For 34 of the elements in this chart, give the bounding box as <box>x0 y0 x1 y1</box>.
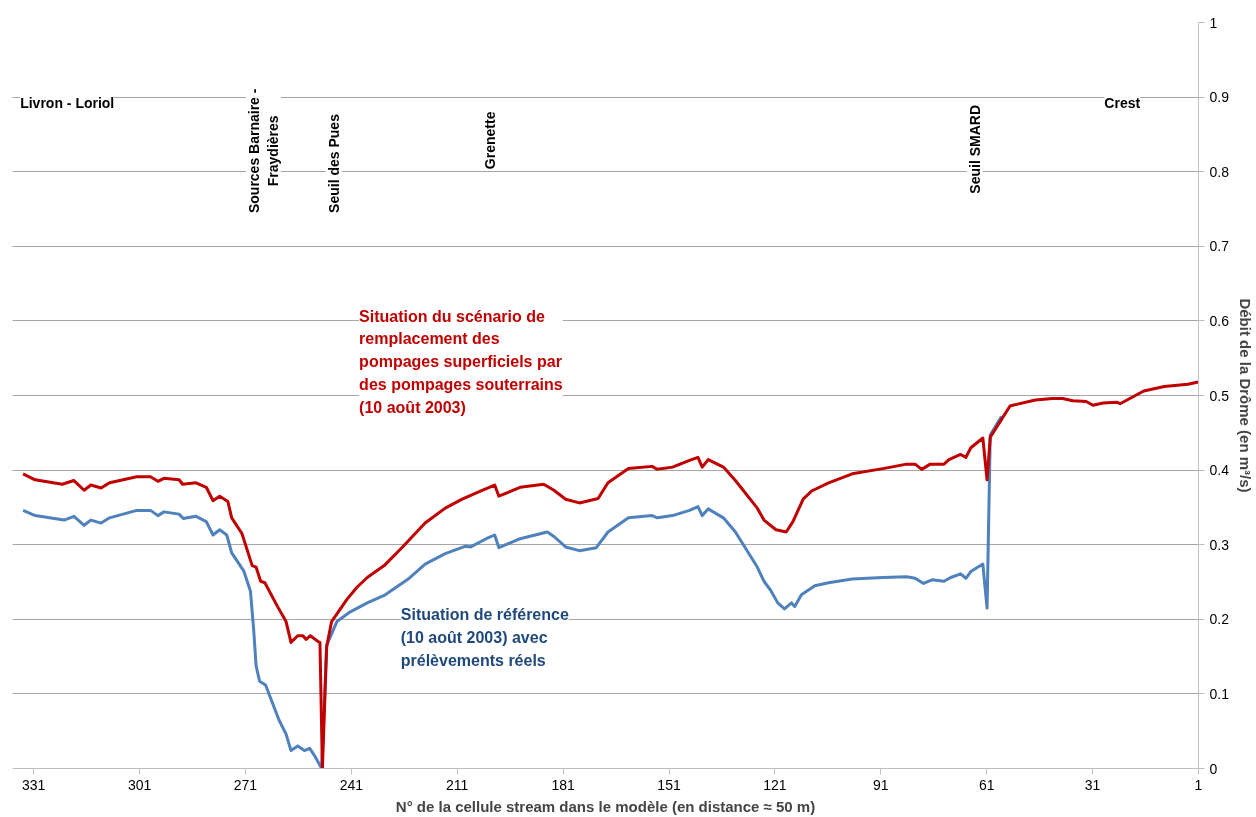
x-tick-label: 91 <box>873 776 889 793</box>
x-axis-title: N° de la cellule stream dans le modèle (en distance ≈ 50 m) <box>395 797 816 815</box>
x-tick-label: 211 <box>446 776 469 793</box>
x-tick-label: 241 <box>339 776 364 793</box>
x-tick-label: 121 <box>763 776 787 793</box>
x-tick-label: 181 <box>551 776 576 793</box>
x-tick-label: 151 <box>657 776 681 793</box>
y-tick-label: 0.3 <box>1209 536 1230 553</box>
annotation: Livron - Loriol <box>20 95 115 112</box>
annotation: Grenette <box>482 111 499 170</box>
annotation: Crest <box>1104 95 1141 112</box>
x-tick-label: 31 <box>1084 776 1101 793</box>
y-tick-label: 0 <box>1209 760 1218 777</box>
y-tick-label: 0.6 <box>1209 312 1230 329</box>
y-tick-label: 0.5 <box>1209 387 1230 404</box>
x-tick-label: 61 <box>978 776 995 793</box>
y-tick-label: 0.1 <box>1209 685 1230 702</box>
y-tick-label: 0.7 <box>1209 238 1230 255</box>
y-tick-label: 0.9 <box>1209 89 1230 106</box>
x-tick-label: 1 <box>1194 776 1203 793</box>
y-tick-label: 1 <box>1209 14 1218 31</box>
annotation: Situation du scénario de remplacement des pompages superficiels par des pompages souterrains (10 août 2003) <box>359 307 563 417</box>
annotation: Seuil des Pues <box>325 113 342 213</box>
annotation: Seuil SMARD <box>966 104 983 194</box>
y-tick-label: 0.4 <box>1209 462 1230 479</box>
y-tick-label: 0.2 <box>1209 611 1230 628</box>
y-axis-title: Débit de la Drôme (en m³/s) <box>1236 298 1254 493</box>
y-tick-label: 0.8 <box>1209 163 1230 180</box>
annotation: Situation de référence (10 août 2003) avec prélèvements réels <box>400 605 569 669</box>
x-tick-label: 331 <box>22 776 46 793</box>
annotation: Sources Barnaire - Fraydières <box>245 88 282 214</box>
x-tick-label: 301 <box>127 776 152 793</box>
x-tick-label: 271 <box>233 776 258 793</box>
line-series <box>21 380 1199 769</box>
